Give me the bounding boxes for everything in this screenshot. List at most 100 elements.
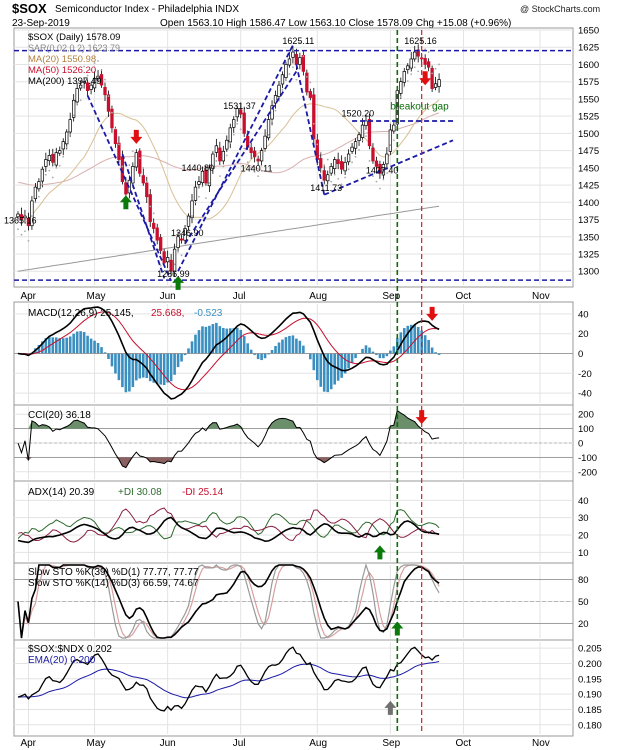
candle-body xyxy=(131,166,135,184)
candle-body xyxy=(322,170,326,181)
macd-histogram-bar xyxy=(131,353,135,388)
y-tick-label: 40 xyxy=(578,496,589,507)
sar-dot xyxy=(264,150,266,153)
annotation-label: 1440.11 xyxy=(241,164,273,174)
macd-histogram-bar xyxy=(326,353,330,393)
sar-dot xyxy=(337,177,340,180)
sar-dot xyxy=(351,161,353,164)
candle-body xyxy=(44,159,48,167)
y-tick-label: 20 xyxy=(578,619,589,630)
macd-histogram-bar xyxy=(145,353,149,379)
macd-histogram-bar xyxy=(41,341,44,354)
candle-body xyxy=(152,222,156,229)
sar-dot xyxy=(191,215,193,217)
macd-histogram-bar xyxy=(361,348,364,354)
candle-body xyxy=(350,146,354,152)
y-tick-label: -200 xyxy=(578,467,597,478)
candle-body xyxy=(51,153,55,163)
macd-histogram-bar xyxy=(281,339,284,354)
annotation-breakout-gap: breakout gap xyxy=(390,101,449,112)
annotation-label: 1625.16 xyxy=(404,36,437,46)
macd-histogram-bar xyxy=(176,353,180,368)
candle-body xyxy=(172,248,177,273)
ratio-panel xyxy=(13,639,574,737)
candle-body xyxy=(200,170,205,184)
annotation-label: 1440.80 xyxy=(181,163,214,173)
sar-dot xyxy=(260,164,263,167)
y-tick-label: 40 xyxy=(578,309,589,320)
month-label: May xyxy=(87,738,106,749)
sar-dot xyxy=(361,139,364,142)
annotation-label: 1625.11 xyxy=(282,36,314,46)
ohlc-text: Open 1563.10 High 1586.47 Low 1563.10 Cl… xyxy=(160,18,511,29)
candle-body xyxy=(346,153,351,163)
chart-date: 23-Sep-2019 xyxy=(12,18,70,29)
sar-dot xyxy=(389,144,392,146)
macd-histogram-bar xyxy=(162,353,166,386)
sar-dot xyxy=(62,155,65,158)
sar-dot xyxy=(72,114,75,117)
arrow-down-icon xyxy=(426,306,439,321)
candle-body xyxy=(85,82,90,91)
sar-dot xyxy=(368,160,371,162)
macd-histogram-bar xyxy=(228,328,232,354)
sar-dot xyxy=(218,175,221,178)
sar-dot xyxy=(65,146,68,149)
sar-dot xyxy=(205,197,207,200)
candle-body xyxy=(326,174,330,182)
macd-histogram-bar xyxy=(312,353,316,371)
sar-dot xyxy=(24,230,26,233)
sar-dot xyxy=(305,75,308,78)
candle-body xyxy=(235,108,239,118)
candle-body xyxy=(148,194,152,222)
legend-entry: -DI 25.14 xyxy=(182,487,224,498)
y-tick-label: 1550 xyxy=(578,94,599,105)
sar-dot xyxy=(48,169,51,172)
macd-histogram-bar xyxy=(201,326,204,354)
macd-histogram-bar xyxy=(61,338,65,354)
macd-histogram-bar xyxy=(96,342,100,354)
candle-body xyxy=(92,77,97,89)
sar-dot xyxy=(93,62,96,64)
trendline xyxy=(295,64,326,195)
candle-body xyxy=(357,134,361,141)
y-tick-label: 1350 xyxy=(578,232,599,243)
macd-histogram-bar xyxy=(211,324,215,354)
macd-histogram-bar xyxy=(215,322,218,354)
trendline xyxy=(184,70,298,245)
sar-dot xyxy=(302,55,305,58)
legend-entry: MA(200) 1397.49 xyxy=(28,76,101,87)
sar-dot xyxy=(118,143,120,146)
sar-dot xyxy=(271,120,273,122)
sar-dot xyxy=(187,230,190,233)
macd-histogram-bar xyxy=(79,331,82,354)
candle-body xyxy=(298,57,302,65)
sar-dot xyxy=(152,212,155,215)
chart-index-name: Semiconductor Index - Philadelphia INDX xyxy=(55,4,239,15)
macd-histogram-bar xyxy=(333,353,336,385)
annotation-label: 1346.90 xyxy=(171,228,204,238)
macd-histogram-bar xyxy=(437,353,441,355)
macd-histogram-bar xyxy=(208,325,211,354)
sar-dot xyxy=(37,195,40,198)
y-tick-label: -100 xyxy=(578,453,597,464)
candle-body xyxy=(221,150,225,162)
candle-body xyxy=(33,186,38,200)
sar-dot xyxy=(69,133,72,136)
macd-histogram-bar xyxy=(173,353,176,375)
candle-body xyxy=(183,228,187,241)
candle-body xyxy=(19,214,24,220)
sar-dot xyxy=(149,205,152,208)
arrow-up-icon xyxy=(172,275,185,290)
macd-histogram-bar xyxy=(159,353,162,385)
legend-entry: MA(20) 1550.98 xyxy=(28,54,96,65)
macd-histogram-bar xyxy=(117,353,121,381)
sar-dot xyxy=(358,149,360,151)
macd-histogram-bar xyxy=(309,353,312,360)
y-tick-label: 1400 xyxy=(578,198,599,209)
candle-body xyxy=(329,166,333,174)
candle-body xyxy=(113,129,118,145)
macd-histogram-bar xyxy=(194,334,197,354)
sar-dot xyxy=(333,173,336,176)
